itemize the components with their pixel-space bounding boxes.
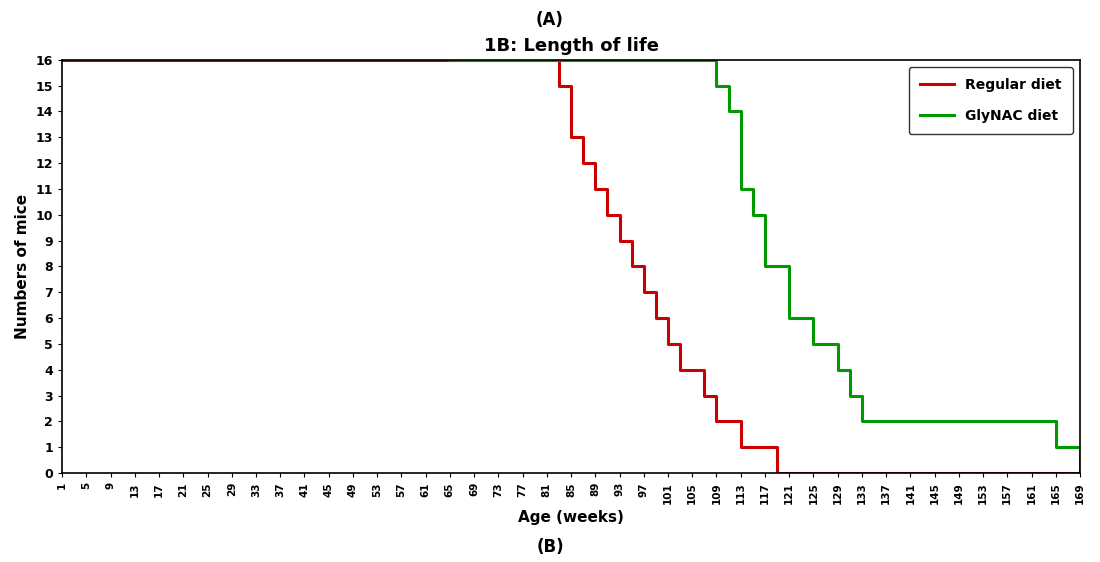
Regular diet bbox=[540, 56, 553, 63]
Regular diet bbox=[55, 56, 68, 63]
GlyNAC diet bbox=[856, 418, 869, 425]
GlyNAC diet bbox=[1074, 444, 1087, 451]
GlyNAC diet bbox=[734, 185, 747, 192]
Regular diet bbox=[770, 470, 783, 477]
Legend: Regular diet, GlyNAC diet: Regular diet, GlyNAC diet bbox=[909, 67, 1074, 134]
Regular diet bbox=[613, 237, 626, 244]
GlyNAC diet bbox=[443, 56, 456, 63]
GlyNAC diet bbox=[758, 211, 771, 218]
Regular diet bbox=[576, 134, 590, 140]
GlyNAC diet bbox=[746, 211, 759, 218]
GlyNAC diet bbox=[1074, 470, 1087, 477]
Y-axis label: Numbers of mice: Numbers of mice bbox=[15, 194, 30, 339]
Line: GlyNAC diet: GlyNAC diet bbox=[450, 60, 1080, 473]
X-axis label: Age (weeks): Age (weeks) bbox=[518, 510, 624, 524]
Regular diet bbox=[1074, 470, 1087, 477]
Text: (B): (B) bbox=[536, 538, 564, 556]
Regular diet bbox=[1074, 470, 1087, 477]
GlyNAC diet bbox=[880, 418, 893, 425]
Regular diet bbox=[673, 366, 686, 373]
Text: (A): (A) bbox=[536, 11, 564, 29]
Line: Regular diet: Regular diet bbox=[62, 60, 1080, 473]
Title: 1B: Length of life: 1B: Length of life bbox=[484, 38, 659, 56]
Regular diet bbox=[613, 211, 626, 218]
